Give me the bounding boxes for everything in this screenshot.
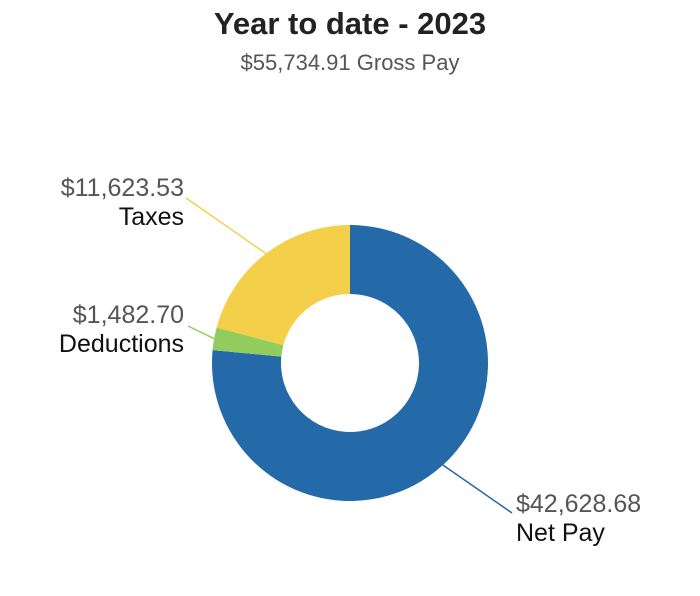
leader-line-deductions	[187, 325, 215, 340]
chart-subtitle: $55,734.91 Gross Pay	[240, 50, 460, 75]
chart-title: Year to date - 2023	[213, 6, 487, 41]
category-label-deductions: Deductions	[59, 330, 184, 358]
leader-line-net-pay	[442, 464, 513, 514]
category-label-net-pay: Net Pay	[516, 519, 605, 547]
amount-label-deductions: $1,482.70	[73, 301, 184, 329]
leader-line-taxes	[185, 197, 267, 255]
slice-deductions[interactable]	[212, 327, 284, 357]
slice-taxes[interactable]	[216, 225, 350, 346]
category-label-taxes: Taxes	[119, 203, 184, 231]
amount-label-taxes: $11,623.53	[61, 174, 184, 202]
amount-label-net-pay: $42,628.68	[516, 490, 641, 518]
slice-net-pay[interactable]	[212, 225, 489, 501]
